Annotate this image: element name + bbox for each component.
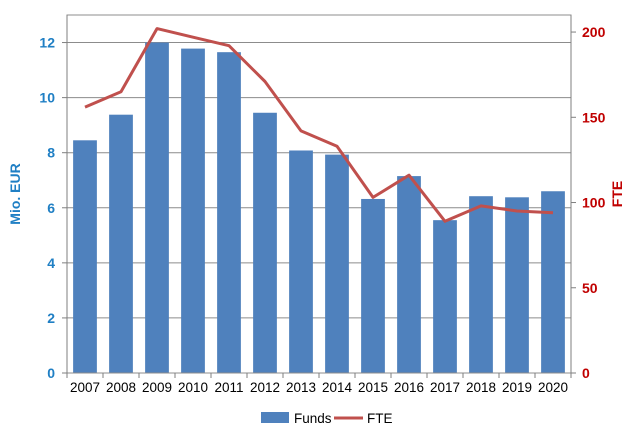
funds-bar-2007 xyxy=(73,140,97,373)
right-tick-label: 150 xyxy=(582,109,606,125)
left-tick-label: 12 xyxy=(39,35,55,51)
legend-funds-swatch xyxy=(261,412,289,423)
left-tick-label: 10 xyxy=(39,90,55,106)
legend-fte-label: FTE xyxy=(367,411,393,426)
funds-bar-2012 xyxy=(253,112,277,373)
x-tick-label: 2013 xyxy=(286,380,316,395)
x-tick-label: 2018 xyxy=(466,380,496,395)
legend-funds-label: Funds xyxy=(294,411,332,426)
right-tick-label: 100 xyxy=(582,195,606,211)
x-tick-label: 2015 xyxy=(358,380,388,395)
funds-bar-2018 xyxy=(469,196,493,373)
left-axis-title: Mio. EUR xyxy=(7,163,23,224)
funds-bar-2015 xyxy=(361,198,385,373)
left-tick-label: 8 xyxy=(47,145,55,161)
left-tick-label: 4 xyxy=(47,255,55,271)
funds-bar-2009 xyxy=(145,42,169,374)
right-tick-label: 50 xyxy=(582,280,598,296)
legend: Funds FTE xyxy=(261,411,393,426)
fte-line-series xyxy=(84,27,554,223)
funds-bar-2011 xyxy=(217,52,241,374)
funds-bars xyxy=(73,42,565,374)
plot-border xyxy=(66,14,572,374)
left-tick-label: 6 xyxy=(47,200,55,216)
right-tick-label: 200 xyxy=(582,24,606,40)
axes: 0 2 4 6 8 10 12 0 50 100 150 200 2007 2008 2009 2010 201… xyxy=(7,14,625,395)
fte-line xyxy=(84,27,554,223)
right-tick-label: 0 xyxy=(582,365,590,381)
left-tick-label: 0 xyxy=(47,365,55,381)
x-tick-label: 2009 xyxy=(142,380,172,395)
funds-bar-2008 xyxy=(109,114,133,373)
x-tick-label: 2008 xyxy=(106,380,136,395)
x-tick-label: 2007 xyxy=(70,380,100,395)
x-tick-label: 2010 xyxy=(178,380,208,395)
funds-bar-2020 xyxy=(541,191,565,373)
x-tick-label: 2014 xyxy=(322,380,353,395)
x-tick-label: 2012 xyxy=(250,380,280,395)
funds-bar-2017 xyxy=(433,220,457,373)
x-tick-label: 2019 xyxy=(502,380,532,395)
x-tick-label: 2016 xyxy=(394,380,424,395)
funds-bar-2013 xyxy=(289,150,313,373)
left-tick-label: 2 xyxy=(47,310,55,326)
right-axis-title: FTE xyxy=(609,181,625,207)
funds-bar-2010 xyxy=(181,48,205,373)
x-tick-label: 2011 xyxy=(214,380,243,395)
funds-bar-2016 xyxy=(397,176,421,373)
x-tick-label: 2017 xyxy=(430,380,460,395)
x-tick-label: 2020 xyxy=(538,380,568,395)
funds-bar-2019 xyxy=(505,197,529,373)
funds-bar-2014 xyxy=(325,154,349,373)
